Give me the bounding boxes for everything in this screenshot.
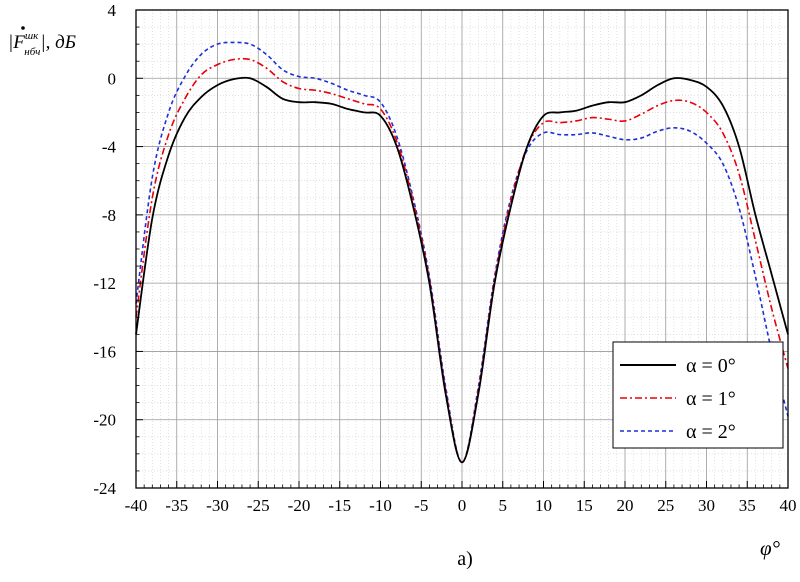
x-tick-label: 25 bbox=[657, 496, 674, 515]
x-tick-label: -20 bbox=[288, 496, 311, 515]
x-tick-label: -5 bbox=[414, 496, 428, 515]
y-label-base: |F bbox=[8, 32, 25, 53]
x-tick-label: 35 bbox=[739, 496, 756, 515]
y-tick-label: 0 bbox=[108, 69, 117, 88]
x-tick-label: 0 bbox=[458, 496, 467, 515]
y-tick-label: -20 bbox=[93, 411, 116, 430]
y-tick-labels: 4 0 -4 -8 -12 -16 -20 -24 bbox=[93, 1, 116, 498]
x-tick-label: 15 bbox=[576, 496, 593, 515]
axis-ticks bbox=[135, 9, 789, 489]
x-axis-label: φ° bbox=[760, 536, 781, 560]
x-tick-label: -25 bbox=[247, 496, 270, 515]
y-label-sup: шк bbox=[25, 30, 39, 42]
series-line-0 bbox=[135, 76, 789, 464]
y-label-tail: |, дБ bbox=[40, 32, 76, 53]
x-tick-label: -30 bbox=[206, 496, 229, 515]
x-tick-label: -15 bbox=[328, 496, 351, 515]
x-tick-label: -10 bbox=[369, 496, 392, 515]
y-tick-label: -12 bbox=[93, 274, 116, 293]
x-tick-labels: -40 -35 -30 -25 -20 -15 -10 -5 0 5 10 15 20 25 30 35 40 bbox=[125, 496, 797, 515]
legend: α = 0° α = 1° α = 2° bbox=[612, 341, 784, 449]
y-tick-label: -16 bbox=[93, 342, 116, 361]
figure-caption: а) bbox=[457, 548, 473, 570]
y-label-sub: нбч bbox=[24, 46, 40, 58]
minor-grid bbox=[136, 10, 788, 488]
x-tick-label: -35 bbox=[165, 496, 188, 515]
x-tick-label: -40 bbox=[125, 496, 148, 515]
y-label-dot bbox=[21, 26, 25, 30]
y-tick-label: -24 bbox=[93, 479, 116, 498]
y-tick-label: 4 bbox=[108, 1, 117, 20]
legend-label-2: α = 2° bbox=[686, 421, 736, 443]
x-tick-label: 30 bbox=[698, 496, 715, 515]
x-tick-label: 40 bbox=[780, 496, 797, 515]
y-axis-label: |Fшк нбч|, дБ bbox=[8, 30, 76, 58]
x-tick-label: 5 bbox=[499, 496, 508, 515]
series-layer bbox=[135, 41, 789, 464]
x-tick-label: 20 bbox=[617, 496, 634, 515]
y-tick-label: -8 bbox=[102, 206, 116, 225]
legend-label-1: α = 1° bbox=[686, 388, 736, 410]
x-tick-label: 10 bbox=[535, 496, 552, 515]
legend-label-0: α = 0° bbox=[686, 355, 736, 377]
y-tick-label: -4 bbox=[102, 138, 117, 157]
